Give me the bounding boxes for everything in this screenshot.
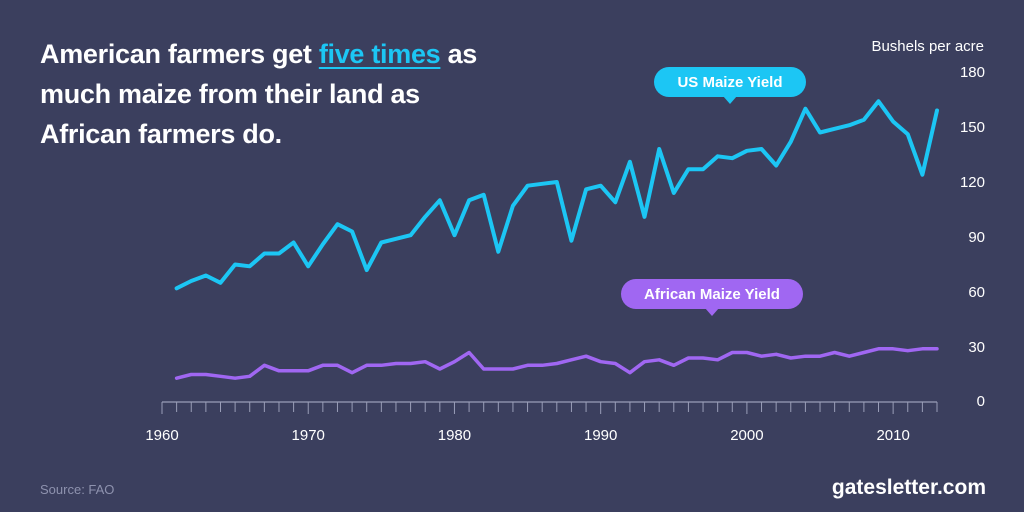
x-tick-label: 1960 <box>145 427 178 444</box>
series-line-us <box>174 99 939 291</box>
x-tick-label: 1980 <box>438 427 471 444</box>
y-tick-label: 120 <box>960 174 985 191</box>
source-note: Source: FAO <box>40 482 115 497</box>
us-series-callout-label: US Maize Yield <box>677 74 782 91</box>
x-tick-label: 1990 <box>584 427 617 444</box>
x-tick-label: 2000 <box>730 427 763 444</box>
africa-series-callout-pointer <box>705 308 719 316</box>
y-tick-label: 60 <box>968 284 985 301</box>
y-tick-label: 90 <box>968 229 985 246</box>
y-tick-label: 0 <box>977 393 985 410</box>
y-tick-label: 180 <box>960 64 985 81</box>
headline-part1: American farmers get <box>40 39 319 69</box>
brand-link[interactable]: gatesletter.com <box>831 476 986 499</box>
x-tick-label: 2010 <box>876 427 909 444</box>
africa-series-callout-label: African Maize Yield <box>644 286 780 303</box>
y-tick-label: 150 <box>960 119 985 136</box>
y-axis-unit-label: Bushels per acre <box>871 38 984 55</box>
us-series-callout-pointer <box>723 96 737 104</box>
africa-series-callout-bubble <box>621 279 803 309</box>
y-tick-label: 30 <box>968 339 985 356</box>
headline-highlight[interactable]: five times <box>318 39 441 69</box>
headline-part2: as much maize from their land as African… <box>40 39 478 149</box>
x-tick-label: 1970 <box>292 427 325 444</box>
us-series-callout-bubble <box>654 67 806 97</box>
headline: American farmers get five times as much … <box>40 34 500 154</box>
